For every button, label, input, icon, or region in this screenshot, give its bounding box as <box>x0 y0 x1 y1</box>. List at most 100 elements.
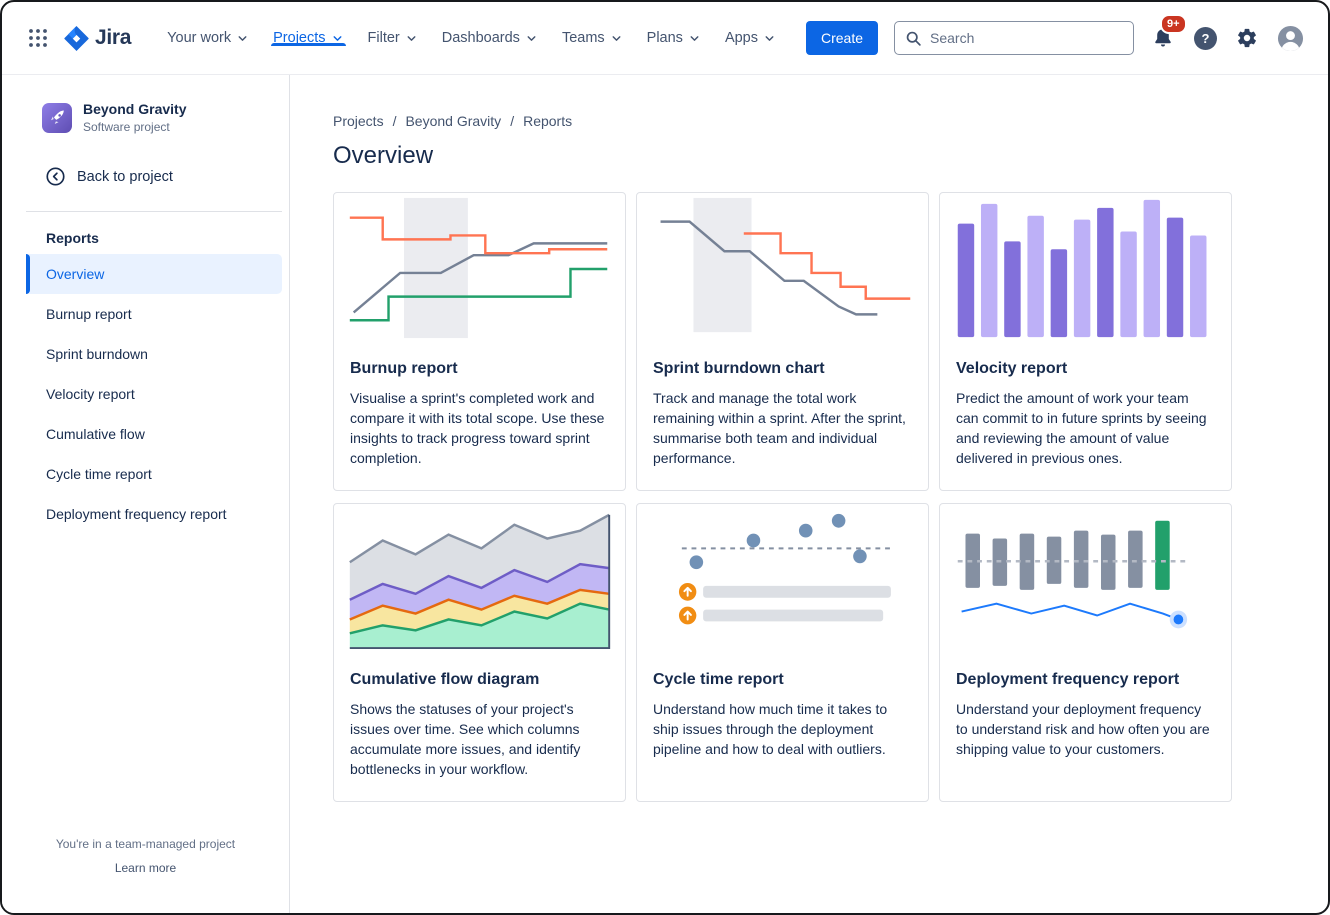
chevron-down-icon <box>238 35 247 41</box>
nav-label: Filter <box>367 30 400 46</box>
burnup-chart-illustration <box>344 194 615 342</box>
avatar-icon <box>1277 25 1304 51</box>
nav-label: Your work <box>167 30 232 46</box>
top-navigation: Jira Your work Projects Filter Dashboard… <box>2 2 1328 75</box>
deployment-frequency-illustration <box>950 505 1221 653</box>
sidebar-item-cumulative-flow[interactable]: Cumulative flow <box>26 414 282 454</box>
nav-projects[interactable]: Projects <box>261 30 355 46</box>
settings-button[interactable] <box>1234 25 1260 51</box>
report-card-deployment-frequency[interactable]: Deployment frequency report Understand y… <box>939 503 1232 803</box>
breadcrumb-project-name[interactable]: Beyond Gravity <box>384 113 501 129</box>
nav-label: Apps <box>724 30 758 46</box>
report-cards-grid: Burnup report Visualise a sprint's compl… <box>333 192 1298 803</box>
notification-badge: 9+ <box>1160 14 1187 34</box>
report-card-sprint-burndown[interactable]: Sprint burndown chart Track and manage t… <box>636 192 929 492</box>
card-description: Shows the statuses of your project's iss… <box>350 701 581 778</box>
burnup-chart-svg <box>349 197 608 339</box>
card-description: Predict the amount of work your team can… <box>956 390 1207 467</box>
learn-more-link[interactable]: Learn more <box>114 861 177 875</box>
report-card-cycle-time[interactable]: Cycle time report Understand how much ti… <box>636 503 929 803</box>
main-content: Projects Beyond Gravity Reports Overview… <box>291 75 1328 913</box>
sidebar-item-cycle-time-report[interactable]: Cycle time report <box>26 454 282 494</box>
project-header: Beyond Gravity Software project <box>2 101 289 134</box>
reports-menu: Overview Burnup report Sprint burndown V… <box>2 254 289 534</box>
project-name: Beyond Gravity <box>83 101 187 117</box>
chevron-down-icon <box>333 35 341 41</box>
breadcrumb-reports[interactable]: Reports <box>501 113 572 129</box>
nav-label: Plans <box>646 30 683 46</box>
nav-plans[interactable]: Plans <box>635 30 713 46</box>
chevron-down-icon <box>765 35 774 41</box>
card-description: Track and manage the total work remainin… <box>653 390 906 467</box>
velocity-chart-svg <box>957 199 1207 338</box>
menu-label: Burnup report <box>46 306 132 322</box>
nav-label: Teams <box>561 30 605 46</box>
profile-button[interactable] <box>1275 23 1306 54</box>
menu-label: Cumulative flow <box>46 426 145 442</box>
project-avatar <box>42 102 72 133</box>
nav-teams[interactable]: Teams <box>550 30 635 46</box>
card-title: Deployment frequency report <box>956 671 1180 689</box>
rocket-icon <box>51 110 64 124</box>
notifications-button[interactable]: 9+ <box>1149 14 1187 52</box>
card-title: Cycle time report <box>653 671 784 689</box>
cumulative-flow-svg <box>349 513 611 650</box>
search-box[interactable] <box>894 21 1134 55</box>
menu-label: Deployment frequency report <box>46 506 227 522</box>
nav-apps[interactable]: Apps <box>713 30 788 46</box>
nav-label: Dashboards <box>441 30 520 46</box>
chevron-down-icon <box>407 35 416 41</box>
nav-filter[interactable]: Filter <box>356 30 430 46</box>
nav-label: Projects <box>273 30 326 46</box>
cumulative-flow-illustration <box>344 505 615 653</box>
menu-label: Cycle time report <box>46 466 152 482</box>
velocity-chart-illustration <box>950 194 1221 342</box>
card-title: Velocity report <box>956 360 1068 377</box>
jira-logo[interactable]: Jira <box>64 25 131 51</box>
back-to-project-label: Back to project <box>77 168 173 185</box>
menu-label: Sprint burndown <box>46 346 148 362</box>
burndown-chart-illustration <box>647 194 918 342</box>
burndown-chart-svg <box>660 197 911 333</box>
app-switcher-button[interactable] <box>28 28 48 48</box>
sidebar: Beyond Gravity Software project Back to … <box>2 75 290 913</box>
card-description: Visualise a sprint's completed work and … <box>350 390 605 467</box>
primary-nav: Your work Projects Filter Dashboards Tea… <box>155 30 788 46</box>
search-icon <box>906 31 921 46</box>
nav-your-work[interactable]: Your work <box>155 30 261 46</box>
create-button[interactable]: Create <box>806 21 879 55</box>
report-card-velocity[interactable]: Velocity report Predict the amount of wo… <box>939 192 1232 492</box>
app-switcher-icon <box>29 29 47 47</box>
cycle-time-illustration <box>647 505 918 653</box>
menu-label: Overview <box>46 266 105 282</box>
help-icon: ? <box>1194 26 1217 50</box>
team-managed-note: You're in a team-managed project <box>55 837 236 851</box>
breadcrumb: Projects Beyond Gravity Reports <box>333 113 1298 129</box>
card-title: Sprint burndown chart <box>653 360 825 377</box>
help-button[interactable]: ? <box>1192 25 1219 52</box>
reports-section-title: Reports <box>46 230 99 246</box>
card-title: Cumulative flow diagram <box>350 671 540 689</box>
gear-icon <box>1238 28 1256 48</box>
sidebar-footer: You're in a team-managed project Learn m… <box>2 821 289 913</box>
back-to-project-link[interactable]: Back to project <box>2 166 289 187</box>
search-input[interactable] <box>930 30 1123 46</box>
project-meta: Beyond Gravity Software project <box>83 101 186 134</box>
nav-dashboards[interactable]: Dashboards <box>430 30 550 46</box>
report-card-cumulative-flow[interactable]: Cumulative flow diagram Shows the status… <box>333 503 626 803</box>
chevron-down-icon <box>690 35 699 41</box>
menu-label: Velocity report <box>46 386 135 402</box>
sidebar-item-overview[interactable]: Overview <box>26 254 282 294</box>
chevron-down-icon <box>527 35 536 41</box>
sidebar-item-sprint-burndown[interactable]: Sprint burndown <box>26 334 282 374</box>
sidebar-item-burnup-report[interactable]: Burnup report <box>26 294 282 334</box>
card-description: Understand your deployment frequency to … <box>956 701 1210 758</box>
topnav-left: Jira Your work Projects Filter Dashboard… <box>28 2 879 74</box>
sidebar-item-velocity-report[interactable]: Velocity report <box>26 374 282 414</box>
sidebar-item-deployment-frequency-report[interactable]: Deployment frequency report <box>26 494 282 534</box>
card-description: Understand how much time it takes to shi… <box>653 701 888 758</box>
report-card-burnup[interactable]: Burnup report Visualise a sprint's compl… <box>333 192 626 492</box>
breadcrumb-projects[interactable]: Projects <box>333 113 384 129</box>
jira-logo-icon <box>64 25 89 51</box>
